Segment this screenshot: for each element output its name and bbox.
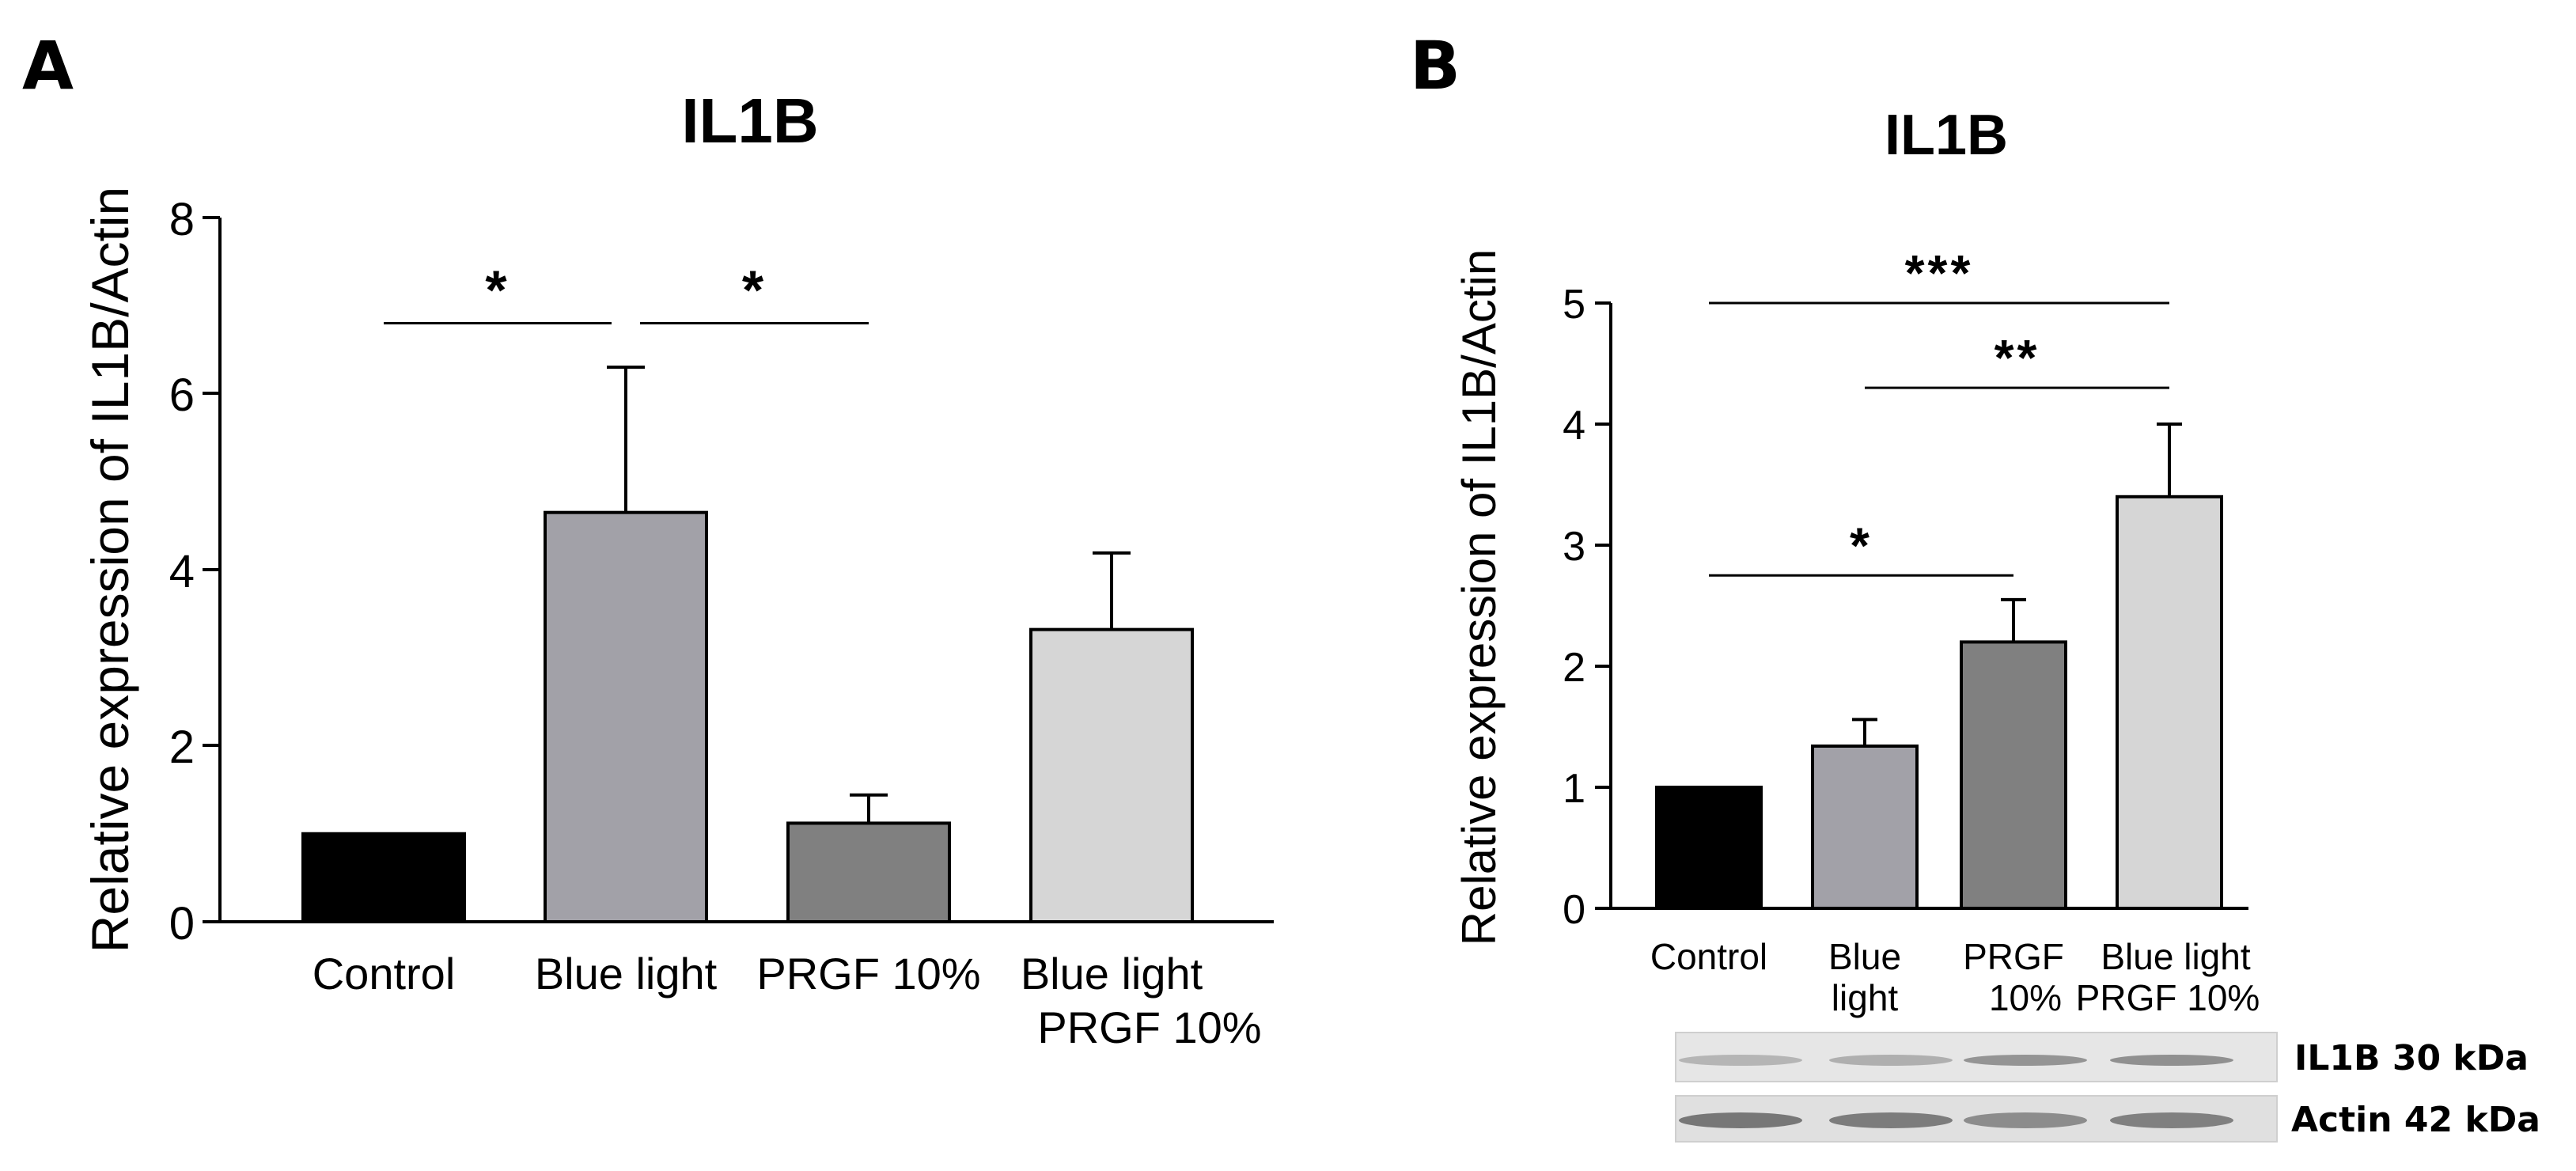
category-label-control-b: Control xyxy=(1650,936,1767,977)
bar-b-3 xyxy=(1960,640,2067,911)
y-tick-label-b: 4 xyxy=(1563,403,1585,449)
category-label-bluelight-prgf-b-line2: PRGF 10% xyxy=(2076,977,2260,1018)
blot-band-actin-1 xyxy=(1679,1112,1802,1128)
bars-b: ****** xyxy=(1655,244,2223,911)
blot-bands xyxy=(1679,1055,2233,1128)
category-label-blue-b-line1: Blue xyxy=(1828,936,1901,977)
category-label-control: Control xyxy=(313,949,456,999)
panel-a: A IL1B Relative expression of IL1B/Actin… xyxy=(22,27,1274,1052)
bars-a: * * xyxy=(301,260,1194,924)
significance-label-a: * xyxy=(742,260,767,321)
category-label-blue-light: Blue light xyxy=(535,949,718,999)
category-labels-b: Control Blue light PRGF 10% Blue light P… xyxy=(1650,936,2260,1018)
category-label-blue-light-prgf-line1: Blue light xyxy=(1021,949,1203,999)
category-labels-a: Control Blue light PRGF 10% Blue light P… xyxy=(313,949,1262,1052)
bar-b-4 xyxy=(2116,495,2223,910)
y-ticks-b xyxy=(1595,301,1611,910)
y-tick-label-a: 2 xyxy=(169,722,195,773)
y-tick-labels-a: 0 2 4 6 8 xyxy=(169,194,195,949)
category-label-bluelight-prgf-b-line1: Blue light xyxy=(2101,936,2250,977)
y-tick-label-b: 0 xyxy=(1563,887,1585,933)
bar-a-1 xyxy=(301,832,466,923)
y-tick-labels-b: 0 1 2 3 4 5 xyxy=(1563,282,1585,933)
y-ticks-a xyxy=(203,216,220,923)
significance-label-a: * xyxy=(485,260,510,321)
category-label-prgf-b-line2: 10% xyxy=(1989,977,2062,1018)
blot-band-il1b-4 xyxy=(2110,1055,2233,1066)
blot-band-il1b-3 xyxy=(1964,1055,2087,1066)
category-label-blue-light-prgf-line2: PRGF 10% xyxy=(1037,1002,1261,1052)
y-tick-label-a: 4 xyxy=(169,546,195,597)
blot-band-il1b-2 xyxy=(1829,1055,1953,1066)
blot-label-il1b: IL1B 30 kDa xyxy=(2294,1038,2529,1078)
bar-b-2 xyxy=(1811,744,1919,910)
y-tick-label-a: 0 xyxy=(169,898,195,949)
panel-b: B IL1B Relative expression of IL1B/Actin… xyxy=(1410,27,2540,1143)
significance-label-b: *** xyxy=(1905,244,1974,301)
chart-title-a: IL1B xyxy=(681,85,818,156)
bar-a-4 xyxy=(1029,627,1194,924)
significance-label-b: ** xyxy=(1995,329,2040,386)
blot-band-il1b-1 xyxy=(1679,1055,1802,1066)
blot-band-actin-4 xyxy=(2110,1112,2233,1128)
bar-a-2 xyxy=(544,510,708,923)
y-tick-label-a: 6 xyxy=(169,369,195,421)
y-tick-label-a: 8 xyxy=(169,194,195,245)
category-label-blue-b-line2: light xyxy=(1832,977,1899,1018)
category-label-prgf: PRGF 10% xyxy=(756,949,980,999)
y-tick-label-b: 5 xyxy=(1563,282,1585,328)
blot-band-actin-2 xyxy=(1829,1112,1953,1128)
category-label-prgf-b-line1: PRGF xyxy=(1963,936,2064,977)
y-tick-label-b: 2 xyxy=(1563,645,1585,691)
y-tick-label-b: 3 xyxy=(1563,524,1585,570)
significance-label-b: * xyxy=(1850,517,1873,574)
western-blot: IL1B 30 kDa Actin 42 kDa xyxy=(1675,1032,2540,1143)
y-tick-label-b: 1 xyxy=(1563,766,1585,812)
blot-band-actin-3 xyxy=(1964,1112,2087,1128)
bar-b-1 xyxy=(1655,786,1763,910)
panel-letter-a: A xyxy=(22,27,74,104)
y-axis-label-a: Relative expression of IL1B/Actin xyxy=(81,187,139,953)
blot-label-actin: Actin 42 kDa xyxy=(2291,1100,2540,1140)
bar-a-3 xyxy=(786,821,951,924)
y-axis-label-b: Relative expression of IL1B/Actin xyxy=(1453,249,1506,946)
panel-letter-b: B xyxy=(1410,27,1460,104)
chart-title-b: IL1B xyxy=(1885,104,2008,167)
